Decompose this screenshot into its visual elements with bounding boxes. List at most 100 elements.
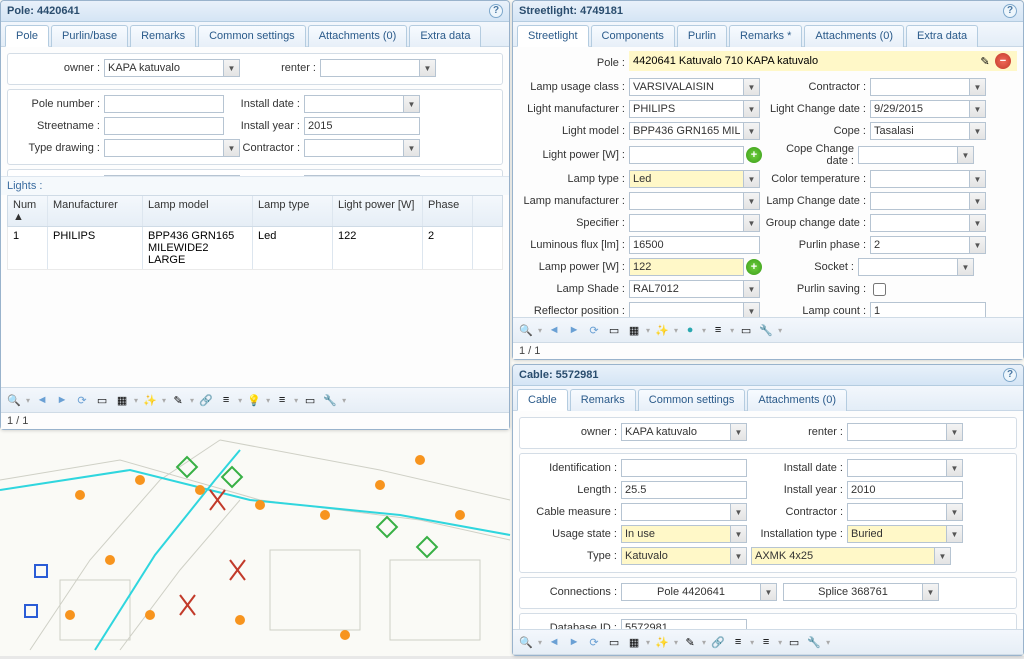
dd-icon[interactable]: ▼ [947,503,963,521]
prev-icon[interactable]: ◄ [545,321,563,339]
dd-icon[interactable]: ▼ [935,547,951,565]
help-icon[interactable]: ? [1003,368,1017,382]
dd-icon[interactable]: ▼ [224,59,240,77]
lamp-shade-field[interactable] [629,280,744,298]
dd-icon[interactable]: ▼ [958,258,974,276]
nav-icon[interactable]: ⟳ [585,321,603,339]
streetlight-title-bar[interactable]: Streetlight: 4749181 ? [513,1,1023,22]
tab-common-settings[interactable]: Common settings [638,389,746,411]
cable-install-year-field[interactable] [847,481,963,499]
zoom-icon[interactable]: 🔍 [517,633,535,651]
light-manufacturer-field[interactable] [629,100,744,118]
prev-icon[interactable]: ◄ [545,633,563,651]
dd-icon[interactable]: ▼ [404,95,420,113]
tab-extra-data[interactable]: Extra data [906,25,978,47]
luminous-flux-field[interactable] [629,236,760,254]
color-temp-field[interactable] [870,170,970,188]
purlin-saving-checkbox[interactable] [873,283,886,296]
light-power-field[interactable] [629,146,744,164]
grid-icon[interactable]: ▦ [113,391,131,409]
pole-title-bar[interactable]: Pole: 4420641 ? [1,1,509,22]
grid-icon[interactable]: ▦ [625,321,643,339]
purlin-phase-field[interactable] [870,236,970,254]
help-icon[interactable]: ? [1003,4,1017,18]
help-icon[interactable]: ? [489,4,503,18]
next-icon[interactable]: ► [53,391,71,409]
dd-icon[interactable]: ▼ [744,78,760,96]
doc-icon[interactable]: ▭ [93,391,111,409]
highlight-icon[interactable]: ✨ [653,321,671,339]
dd-icon[interactable]: ▼ [970,214,986,232]
cable-type-model-field[interactable] [751,547,935,565]
group-change-date-field[interactable] [870,214,970,232]
dd-icon[interactable]: ▼ [970,170,986,188]
page-icon[interactable]: ▭ [737,321,755,339]
th-num[interactable]: Num ▲ [8,196,48,226]
zoom-icon[interactable]: 🔍 [517,321,535,339]
zoom-icon[interactable]: 🔍 [5,391,23,409]
menu-icon[interactable]: ≡ [217,391,235,409]
cable-type-field[interactable] [621,547,731,565]
link-icon[interactable]: 🔗 [709,633,727,651]
dd-icon[interactable]: ▼ [947,525,963,543]
add-icon[interactable]: + [746,147,762,163]
th-lamp-type[interactable]: Lamp type [253,196,333,226]
dd-icon[interactable]: ▼ [731,423,747,441]
tab-remarks[interactable]: Remarks [130,25,196,47]
dd-icon[interactable]: ▼ [970,122,986,140]
lamp-usage-class-field[interactable] [629,78,744,96]
dd-icon[interactable]: ▼ [970,78,986,96]
conn2-field[interactable] [783,583,923,601]
tab-purlin[interactable]: Purlin [677,25,727,47]
cable-title-bar[interactable]: Cable: 5572981 ? [513,365,1023,386]
grid-icon[interactable]: ▦ [625,633,643,651]
lamp-power-field[interactable] [629,258,744,276]
lamp-manufacturer-field[interactable] [629,192,744,210]
socket-field[interactable] [858,258,958,276]
renter-field[interactable] [320,59,420,77]
list-icon[interactable]: ≡ [273,391,291,409]
dd-icon[interactable]: ▼ [731,525,747,543]
dd-icon[interactable]: ▼ [744,170,760,188]
circle-icon[interactable]: ● [681,321,699,339]
menu-icon[interactable]: ≡ [729,633,747,651]
cable-contractor-field[interactable] [847,503,947,521]
cable-measure-field[interactable] [621,503,731,521]
dd-icon[interactable]: ▼ [731,547,747,565]
dd-icon[interactable]: ▼ [404,139,420,157]
dd-icon[interactable]: ▼ [420,59,436,77]
tab-streetlight[interactable]: Streetlight [517,25,589,47]
lamp-change-date-field[interactable] [870,192,970,210]
dd-icon[interactable]: ▼ [744,192,760,210]
contractor-field[interactable] [304,139,404,157]
add-icon[interactable]: + [746,259,762,275]
th-light-power[interactable]: Light power [W] [333,196,423,226]
tool-icon[interactable]: 🔧 [805,633,823,651]
tab-attachments[interactable]: Attachments (0) [804,25,904,47]
owner-field[interactable] [104,59,224,77]
dd-icon[interactable]: ▼ [744,302,760,317]
page-icon[interactable]: ▭ [785,633,803,651]
tab-cable[interactable]: Cable [517,389,568,411]
page-icon[interactable]: ▭ [301,391,319,409]
reflector-pos-field[interactable] [629,302,744,317]
light-model-field[interactable] [629,122,744,140]
link-icon[interactable]: 🔗 [197,391,215,409]
prev-icon[interactable]: ◄ [33,391,51,409]
sl-contractor-field[interactable] [870,78,970,96]
tab-extra-data[interactable]: Extra data [409,25,481,47]
cable-owner-field[interactable] [621,423,731,441]
dd-icon[interactable]: ▼ [947,423,963,441]
type-drawing-field[interactable] [104,139,224,157]
lamp-type-field[interactable] [629,170,744,188]
cable-length-field[interactable] [621,481,747,499]
table-row[interactable]: 1 PHILIPS BPP436 GRN165 MILEWIDE2 LARGE … [7,227,503,270]
dd-icon[interactable]: ▼ [731,503,747,521]
tab-remarks[interactable]: Remarks [570,389,636,411]
dd-icon[interactable]: ▼ [970,100,986,118]
tab-attachments[interactable]: Attachments (0) [747,389,847,411]
cable-renter-field[interactable] [847,423,947,441]
install-year-field[interactable] [304,117,420,135]
pencil-icon[interactable]: ✎ [169,391,187,409]
dd-icon[interactable]: ▼ [970,236,986,254]
